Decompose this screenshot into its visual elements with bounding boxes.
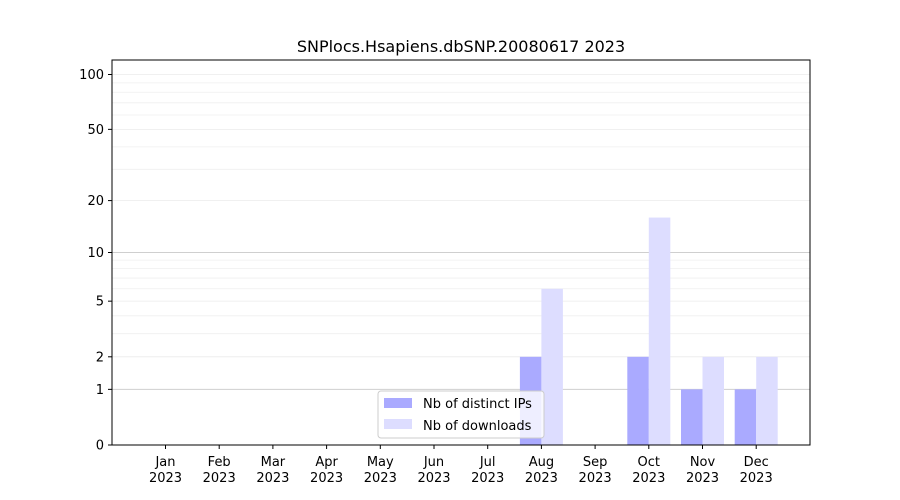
x-tick-label-year: 2023 (632, 471, 665, 486)
x-tick-label-year: 2023 (471, 471, 504, 486)
bar-distinct-ips (681, 389, 703, 445)
legend-swatch-downloads (384, 419, 412, 429)
bar-downloads (702, 356, 724, 445)
y-tick-label: 2 (96, 350, 104, 365)
y-tick-label: 1 (96, 383, 104, 398)
y-axis: 0 1 2 5 10 20 50 100 (79, 68, 112, 454)
x-tick-label-month: Sep (583, 455, 608, 470)
x-tick-label-year: 2023 (579, 471, 612, 486)
x-tick-label-month: Jan (154, 455, 175, 470)
legend-label-downloads: Nb of downloads (423, 419, 532, 434)
legend-box (377, 390, 545, 439)
x-tick-label-month: Feb (208, 455, 231, 470)
x-tick-label-year: 2023 (256, 471, 289, 486)
y-tick-label: 5 (96, 295, 104, 310)
legend: Nb of distinct IPs Nb of downloads (377, 390, 545, 439)
y-tick-label: 0 (96, 439, 104, 454)
x-tick-label-month: Jun (423, 455, 444, 470)
legend-swatch-distinct-ips (384, 398, 412, 408)
bar-downloads (648, 217, 671, 445)
x-tick-label-month: Oct (638, 455, 660, 470)
x-tick-label-month: May (367, 455, 394, 470)
bar-distinct-ips (627, 356, 649, 445)
x-tick-label-month: Dec (744, 455, 769, 470)
y-tick-label: 100 (79, 68, 104, 83)
x-tick-label-year: 2023 (203, 471, 236, 486)
x-tick-label-year: 2023 (310, 471, 343, 486)
y-tick-label: 20 (87, 194, 104, 209)
x-tick-label-month: Nov (690, 455, 716, 470)
x-tick-label-year: 2023 (686, 471, 719, 486)
x-tick-label-year: 2023 (149, 471, 182, 486)
x-tick-label-year: 2023 (740, 471, 773, 486)
bar-downloads (541, 288, 563, 445)
legend-label-distinct-ips: Nb of distinct IPs (423, 397, 532, 412)
x-axis: Jan2023Feb2023Mar2023Apr2023May2023Jun20… (149, 445, 773, 486)
bars (519, 217, 778, 445)
x-tick-label-month: Apr (315, 455, 338, 470)
grid-lines (112, 74, 810, 390)
chart-title: SNPlocs.Hsapiens.dbSNP.20080617 2023 (297, 37, 625, 56)
bar-distinct-ips (734, 389, 757, 445)
x-tick-label-year: 2023 (364, 471, 397, 486)
x-tick-label-month: Jul (479, 455, 496, 470)
x-tick-label-year: 2023 (525, 471, 558, 486)
bar-downloads (756, 356, 778, 445)
x-tick-label-month: Aug (529, 455, 554, 470)
x-tick-label-month: Mar (261, 455, 286, 470)
y-tick-label: 10 (87, 246, 104, 261)
x-tick-label-year: 2023 (417, 471, 450, 486)
y-tick-label: 50 (87, 123, 104, 138)
